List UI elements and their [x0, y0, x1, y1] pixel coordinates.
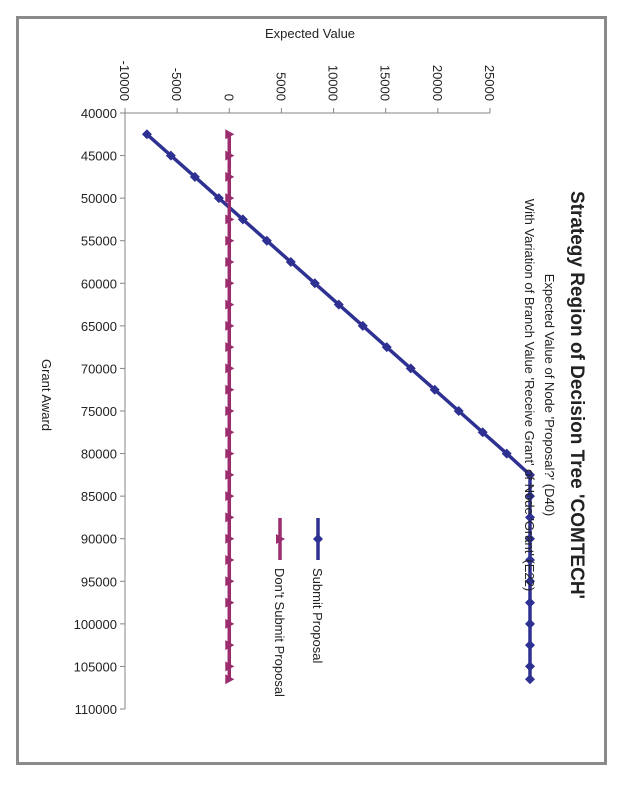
data-point	[525, 597, 535, 608]
data-point	[225, 171, 235, 182]
category-tick-label: 50000	[81, 191, 117, 206]
data-point	[525, 674, 535, 685]
value-tick-label: 20000	[430, 65, 445, 101]
legend-entry: Submit Proposal	[310, 518, 325, 663]
data-point	[225, 533, 235, 544]
category-tick-label: 95000	[81, 574, 117, 589]
y-axis-label: Expected Value	[265, 26, 355, 41]
data-point	[225, 320, 235, 331]
data-point	[165, 150, 176, 161]
data-point	[225, 448, 235, 459]
data-point	[225, 193, 235, 204]
value-tick-label: 10000	[326, 65, 341, 101]
data-point	[501, 448, 512, 459]
value-tick-label: 15000	[378, 65, 393, 101]
data-point	[225, 384, 235, 395]
chart-subtitle: Expected Value of Node 'Proposal?' (D40)	[542, 274, 557, 516]
legend: Submit Proposal Don't Submit Proposal	[272, 518, 325, 697]
category-tick-label: 60000	[81, 276, 117, 291]
data-point	[225, 491, 235, 502]
category-tick-label: 105000	[74, 659, 117, 674]
data-point	[357, 320, 368, 331]
legend-label: Submit Proposal	[310, 568, 325, 663]
data-point	[333, 299, 344, 310]
data-point	[225, 576, 235, 587]
data-point	[225, 469, 235, 480]
data-point	[429, 384, 440, 395]
labels: Strategy Region of Decision Tree 'COMTEC…	[39, 26, 587, 599]
data-point	[237, 214, 248, 225]
data-point	[381, 342, 392, 353]
data-point	[285, 257, 296, 267]
data-point	[309, 278, 320, 289]
series-don-t-submit-proposal	[225, 129, 235, 685]
data-point	[225, 235, 235, 246]
data-point	[225, 150, 235, 161]
value-tick-label: 0	[221, 94, 236, 101]
data-point	[225, 661, 235, 672]
legend-entry: Don't Submit Proposal	[272, 518, 287, 697]
data-point	[225, 363, 235, 374]
category-tick-label: 45000	[81, 149, 117, 164]
category-tick-label: 70000	[81, 361, 117, 376]
data-point	[477, 427, 488, 438]
category-tick-label: 65000	[81, 319, 117, 334]
data-point	[525, 661, 535, 672]
data-point	[225, 299, 235, 310]
value-tick-label: -10000	[117, 61, 132, 101]
axes: -10000 -5000 0 5000 10000 15000 20000 25000 4000…	[74, 61, 497, 717]
data-point	[225, 427, 235, 438]
series-line	[145, 132, 532, 680]
category-tick-label: 80000	[81, 447, 117, 462]
legend-label: Don't Submit Proposal	[272, 568, 287, 697]
data-point	[405, 363, 416, 374]
data-point	[453, 406, 464, 416]
category-tick-label: 55000	[81, 234, 117, 249]
category-tick-label: 75000	[81, 404, 117, 419]
data-point	[141, 129, 152, 140]
category-tick-label: 40000	[81, 106, 117, 121]
data-point	[261, 235, 272, 246]
series-layer	[141, 129, 535, 685]
data-point	[276, 534, 285, 544]
data-point	[225, 555, 235, 565]
data-point	[225, 618, 235, 629]
data-point	[213, 193, 224, 204]
data-point	[225, 674, 235, 685]
value-tick-label: 5000	[273, 72, 288, 101]
data-point	[225, 640, 235, 651]
data-point	[313, 534, 323, 544]
chart-title: Strategy Region of Decision Tree 'COMTEC…	[566, 191, 587, 599]
value-tick-label: -5000	[169, 68, 184, 101]
data-point	[525, 555, 535, 565]
data-point	[225, 512, 235, 523]
category-tick-label: 110000	[75, 702, 117, 717]
data-point	[225, 257, 235, 267]
data-point	[189, 171, 200, 182]
data-point	[225, 597, 235, 608]
data-point	[225, 342, 235, 353]
data-point	[525, 533, 535, 544]
x-axis-label: Grant Award	[39, 359, 54, 431]
series-submit-proposal	[141, 129, 535, 685]
data-point	[525, 618, 535, 629]
category-tick-label: 90000	[81, 532, 117, 547]
chart-subtitle: With Variation of Branch Value 'Receive …	[522, 199, 537, 591]
chart-frame	[16, 16, 607, 765]
data-point	[225, 214, 235, 225]
data-point	[525, 491, 535, 502]
data-point	[225, 129, 235, 140]
value-tick-label: 25000	[482, 65, 497, 101]
data-point	[525, 640, 535, 651]
data-point	[525, 469, 535, 480]
category-tick-label: 85000	[81, 489, 117, 504]
data-point	[225, 406, 235, 416]
data-point	[525, 512, 535, 523]
category-tick-label: 100000	[74, 617, 117, 632]
data-point	[225, 278, 235, 289]
data-point	[525, 576, 535, 587]
